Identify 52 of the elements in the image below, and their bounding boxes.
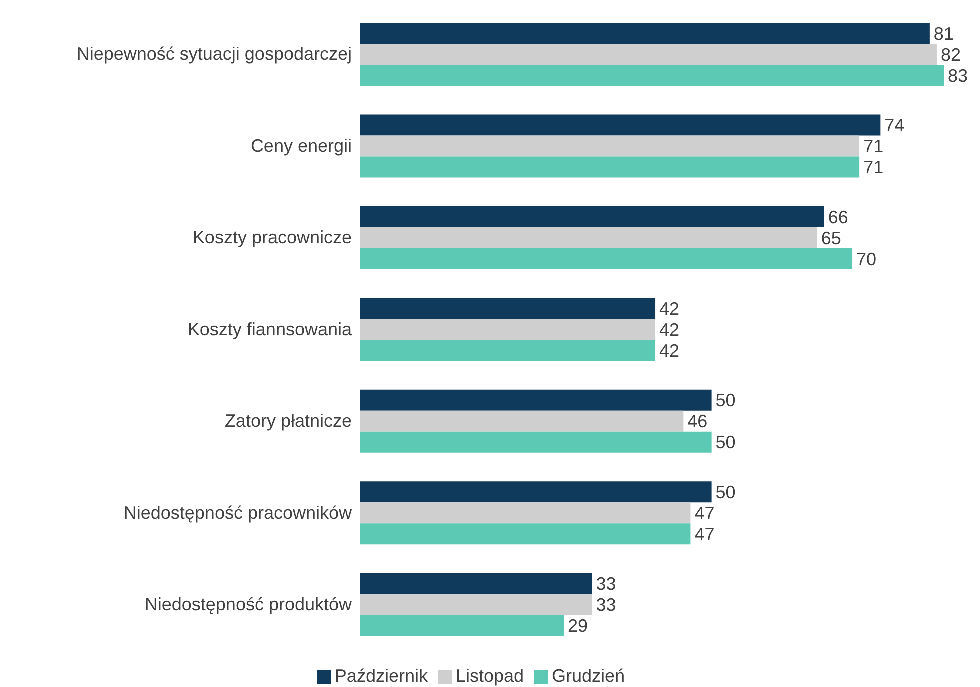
y-tick-label: Koszty pracownicze: [192, 228, 352, 248]
bar: [360, 319, 656, 340]
data-label: 50: [716, 482, 736, 502]
bar: [360, 390, 712, 411]
bar: [360, 502, 691, 524]
data-label: 65: [821, 228, 842, 248]
bar: [360, 432, 712, 453]
bar: [360, 573, 592, 594]
data-label: 50: [716, 390, 736, 411]
bar: [360, 114, 881, 136]
bar: [360, 524, 691, 545]
bar: [360, 44, 937, 65]
y-tick-label: Niedostępność pracowników: [124, 502, 353, 523]
data-label: 70: [856, 249, 877, 270]
y-tick-label: Zatory płatnicze: [224, 411, 352, 432]
bar: [360, 594, 592, 616]
data-label: 82: [940, 44, 961, 65]
data-label: 33: [596, 595, 616, 616]
data-label: 74: [884, 116, 905, 136]
y-tick-label: Koszty fiannsowania: [188, 319, 353, 340]
data-label: 71: [864, 136, 884, 157]
bar: [360, 340, 656, 362]
bar: [360, 227, 818, 248]
bar: [360, 156, 860, 178]
data-label: 81: [934, 24, 954, 44]
legend-label: Grudzień: [552, 666, 626, 686]
data-label: 47: [694, 524, 715, 544]
bar: [360, 410, 684, 432]
data-label: 29: [568, 616, 588, 636]
data-label: 47: [694, 503, 715, 524]
data-label: 71: [864, 158, 884, 178]
legend-label: Listopad: [456, 666, 524, 686]
data-label: 50: [716, 432, 736, 453]
bar: [360, 615, 564, 636]
bar: [360, 298, 656, 320]
bar: [360, 248, 853, 270]
y-tick-label: Niepewność sytuacji gospodarczej: [76, 44, 352, 64]
data-label: 83: [948, 66, 968, 86]
data-label: 42: [660, 299, 680, 320]
bar: [360, 23, 930, 44]
data-label: 66: [828, 207, 848, 228]
data-label: 46: [688, 412, 708, 432]
y-tick-label: Ceny energii: [250, 136, 352, 156]
bar: [360, 65, 944, 86]
data-label: 42: [660, 341, 680, 362]
y-tick-label: Niedostępność produktów: [144, 594, 353, 615]
legend-label: Październik: [334, 666, 428, 686]
bar: [360, 136, 860, 157]
data-label: 33: [596, 574, 616, 594]
data-label: 42: [660, 320, 680, 340]
bar: [360, 206, 824, 228]
bar: [360, 482, 712, 503]
